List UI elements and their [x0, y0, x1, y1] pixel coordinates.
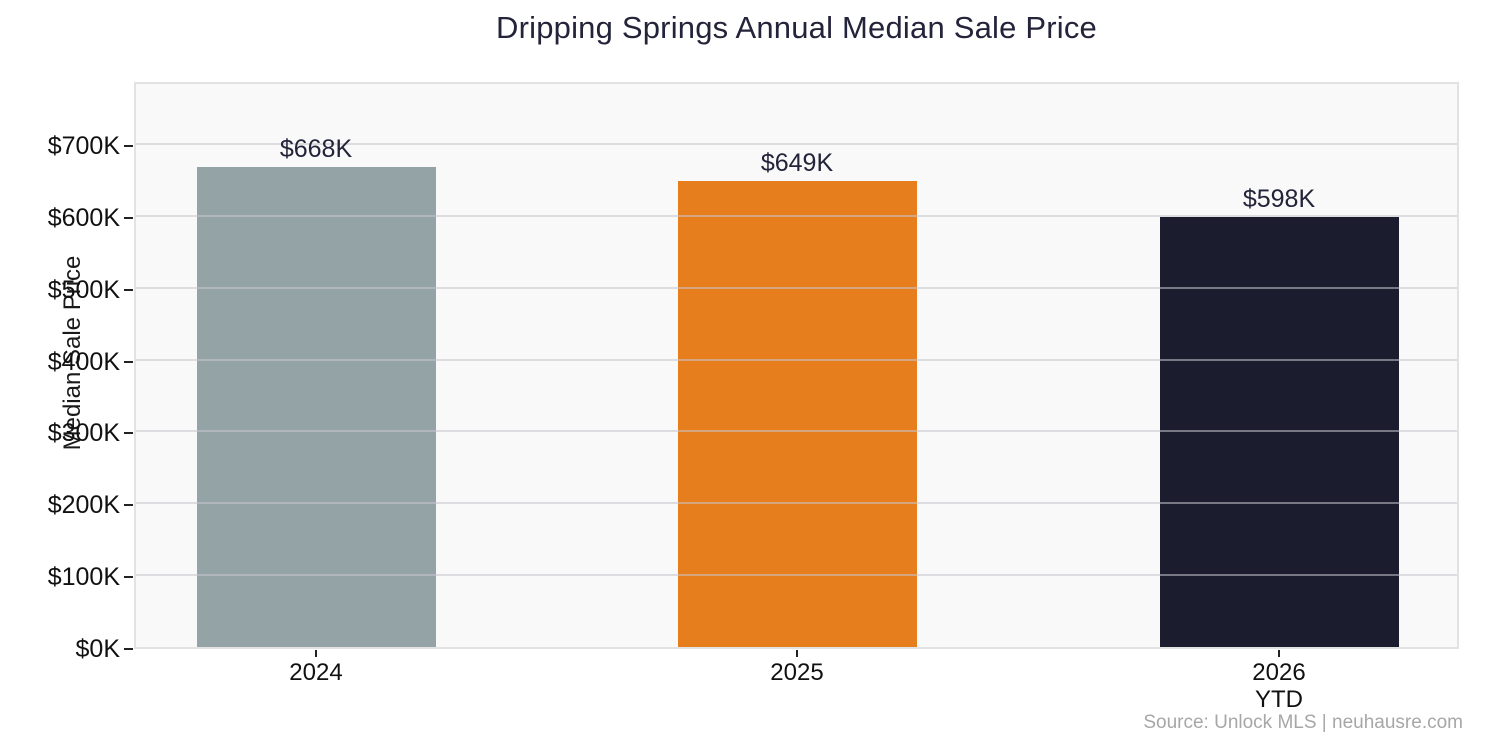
y-tick-label: $0K: [75, 635, 120, 663]
x-tick-mark: [796, 650, 798, 657]
plot-area: [134, 82, 1459, 649]
grid-layer: [136, 84, 1457, 647]
x-tick-mark: [1278, 650, 1280, 657]
y-tick-mark: [124, 289, 133, 291]
gridline-400k: [136, 359, 1457, 361]
x-tick-label: 2025: [770, 659, 824, 686]
y-tick-label: $700K: [47, 132, 120, 160]
y-tick-label: $200K: [47, 491, 120, 519]
y-tick-mark: [124, 361, 133, 363]
y-tick-mark: [124, 504, 133, 506]
gridline-100k: [136, 574, 1457, 576]
y-tick-label: $500K: [47, 276, 120, 304]
y-tick-label: $300K: [47, 419, 120, 447]
y-tick-mark: [124, 217, 133, 219]
y-tick-label: $100K: [47, 563, 120, 591]
y-tick-mark: [124, 145, 133, 147]
gridline-700k: [136, 143, 1457, 145]
bar-value-label: $598K: [1242, 185, 1316, 213]
bar-value-label: $649K: [760, 149, 834, 177]
chart-title: Dripping Springs Annual Median Sale Pric…: [496, 10, 1097, 45]
gridline-500k: [136, 287, 1457, 289]
bar-2024: [196, 167, 436, 647]
x-tick-label: 2026 YTD: [1252, 659, 1306, 713]
gridline-600k: [136, 215, 1457, 217]
x-tick-mark: [315, 650, 317, 657]
bar-value-label: $668K: [279, 135, 353, 163]
bar-2025: [677, 181, 917, 647]
gridline-300k: [136, 430, 1457, 432]
y-tick-mark: [124, 432, 133, 434]
y-tick-mark: [124, 648, 133, 650]
gridline-200k: [136, 502, 1457, 504]
y-tick-label: $600K: [47, 204, 120, 232]
y-tick-label: $400K: [47, 348, 120, 376]
y-tick-mark: [124, 576, 133, 578]
x-tick-label: 2024: [289, 659, 343, 686]
source-credit: Source: Unlock MLS | neuhausre.com: [1143, 712, 1463, 733]
